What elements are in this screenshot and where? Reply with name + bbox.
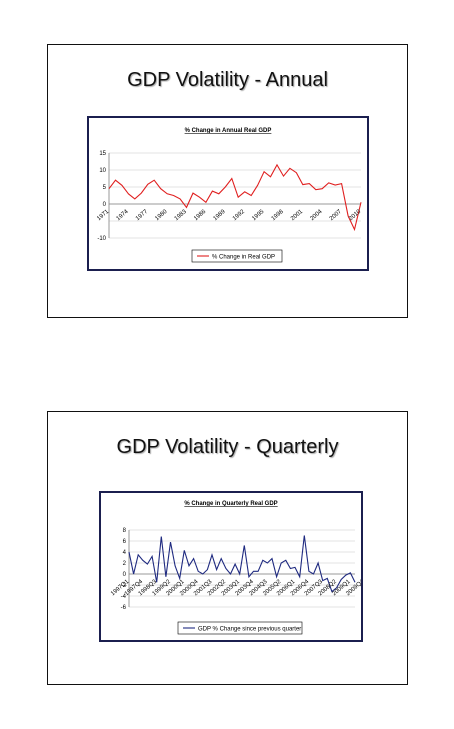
legend: % Change in Real GDP: [191, 249, 283, 263]
x-tick-label: 2001: [290, 209, 305, 223]
y-tick-label: 0: [103, 202, 107, 208]
x-tick-label: 1974: [116, 209, 131, 223]
x-tick-label: 2004: [309, 209, 324, 223]
series-line: [108, 163, 362, 232]
legend: GDP % Change since previous quarter: [177, 621, 303, 635]
quarterly-chart-frame: % Change in Quarterly Real GDP -6 -4 -2 0 2 4 6…: [99, 491, 366, 642]
x-tick-label: 1992: [232, 209, 247, 223]
legend-label: GDP % Change since previous quarter: [198, 626, 301, 632]
slide-title: GDP Volatility - Quarterly: [116, 436, 339, 458]
slide-title: GDP Volatility - Annual: [127, 69, 328, 91]
y-tick-label: 5: [103, 185, 107, 191]
series-line: [128, 535, 356, 593]
annual-gdp-chart: % Change in Annual Real GDP -10 0 5 10 15 1971…: [96, 128, 363, 263]
y-tick-label: -10: [97, 236, 106, 242]
annual-chart-frame: % Change in Annual Real GDP -10 0 5 10 15 1971…: [87, 116, 369, 271]
chart-title: % Change in Annual Real GDP: [185, 128, 272, 134]
legend-box: [177, 621, 303, 635]
chart-title: % Change in Quarterly Real GDP: [184, 501, 277, 507]
x-tick-label: 2010: [348, 209, 363, 223]
x-tick-label: 1980: [154, 209, 169, 223]
x-tick-label: 1983: [174, 209, 189, 223]
y-tick-label: 4: [123, 550, 127, 556]
legend-box: [191, 249, 283, 263]
x-tick-label: 1971: [96, 209, 111, 223]
y-tick-label: 0: [123, 572, 127, 578]
y-tick-label: 15: [99, 151, 106, 157]
y-tick-label: -6: [121, 605, 127, 611]
y-tick-label: 10: [99, 168, 106, 174]
x-tick-label: 1995: [251, 209, 266, 223]
quarterly-gdp-chart: % Change in Quarterly Real GDP -6 -4 -2 0 2 4 6…: [110, 501, 366, 635]
y-tick-label: 6: [123, 539, 127, 545]
x-tick-label: 2007: [329, 209, 344, 223]
x-tick-label: 1977: [135, 209, 150, 223]
slide-quarterly: GDP Volatility - Quarterly % Change in Q…: [47, 411, 408, 685]
y-tick-label: -4: [121, 594, 127, 600]
slide-annual: GDP Volatility - Annual % Change in Annu…: [47, 44, 408, 318]
y-tick-label: 8: [123, 528, 127, 534]
x-tick-label: 1986: [193, 209, 208, 223]
x-tick-label: 1989: [213, 209, 228, 223]
legend-label: % Change in Real GDP: [212, 254, 275, 260]
y-tick-label: -2: [121, 583, 127, 589]
y-tick-label: 2: [123, 561, 127, 567]
x-tick-label: 1998: [271, 209, 286, 223]
